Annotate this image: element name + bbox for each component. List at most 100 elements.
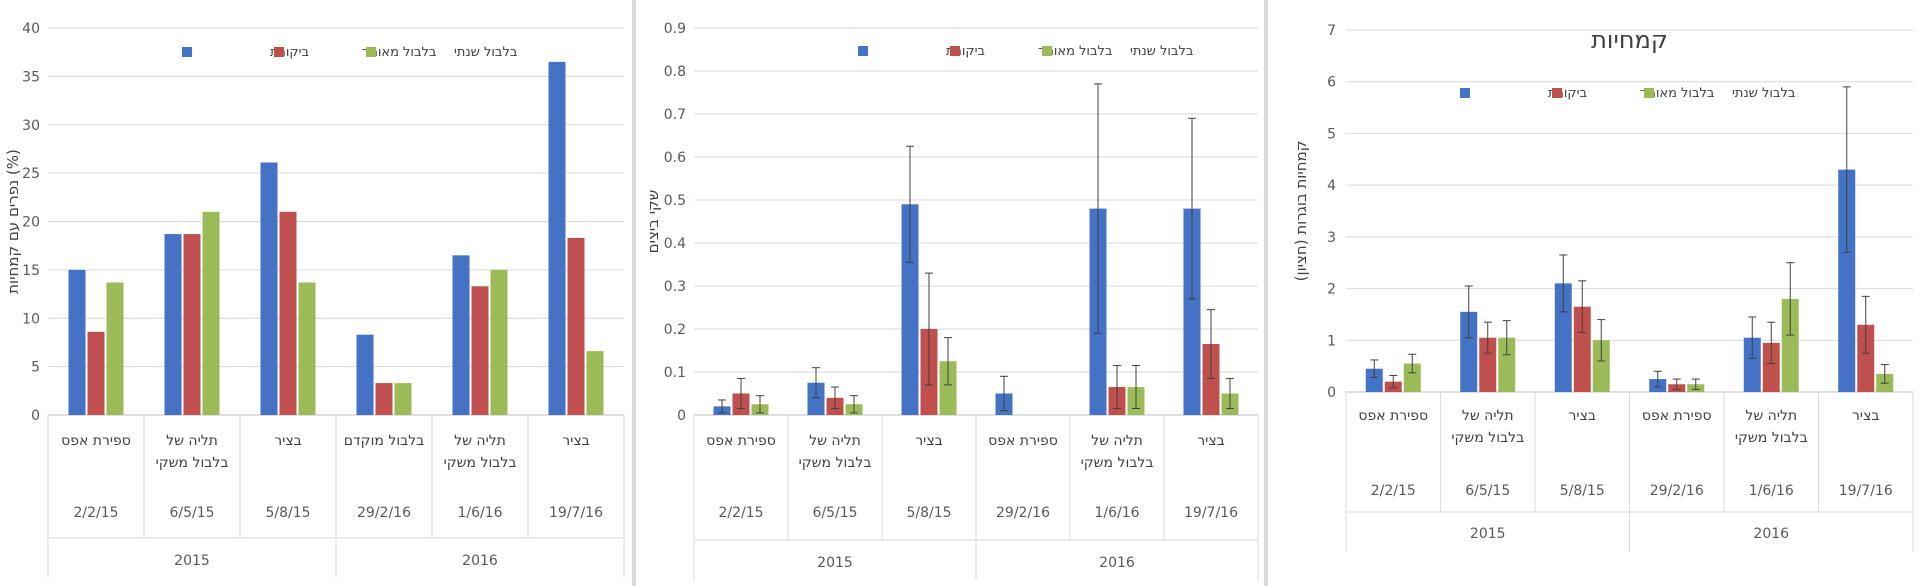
category-label: בציר: [274, 433, 301, 449]
chart-panel-1: 0 5 10 15 20 25 30 35 40 נפרים עם קמחיות (%) ביקור…: [0, 0, 632, 586]
bar: [1838, 169, 1856, 392]
y-tick-label: 35: [22, 69, 40, 85]
y-tick-label: 2: [1327, 282, 1336, 298]
bar: [452, 255, 470, 415]
legend-swatch: [1460, 88, 1470, 98]
bar: [1743, 337, 1761, 392]
y-tick-label: 1: [1327, 333, 1336, 349]
y-tick-label: 7: [1327, 23, 1336, 39]
category-label-line: בלבול משקי: [156, 455, 229, 471]
y-tick-label: 0.2: [664, 322, 686, 338]
bar: [1365, 368, 1383, 392]
y-tick-label: 0.3: [664, 279, 686, 295]
y-tick-label: 5: [31, 360, 40, 376]
date-label: 2/2/15: [718, 505, 763, 521]
bar: [1202, 344, 1220, 415]
date-label: 29/2/16: [357, 505, 411, 521]
date-label: 29/2/16: [996, 505, 1050, 521]
y-tick-label: 6: [1327, 75, 1336, 91]
bar: [1498, 337, 1516, 392]
category-label: ספירת אפס: [706, 433, 776, 449]
bar: [939, 361, 957, 415]
bar: [68, 269, 86, 415]
y-tick-label: 0: [31, 408, 40, 424]
y-tick-label: 0.4: [664, 236, 686, 252]
year-label: 2016: [1099, 555, 1135, 571]
bar: [1857, 324, 1875, 392]
date-label: 5/8/15: [906, 505, 951, 521]
bar: [471, 286, 489, 415]
date-label: 2/2/15: [1371, 483, 1416, 499]
date-label: 1/6/16: [457, 505, 502, 521]
legend-swatch: [1552, 88, 1562, 98]
category-label: בציר: [1197, 433, 1224, 449]
bar: [1573, 306, 1591, 392]
date-label: 5/8/15: [265, 505, 310, 521]
y-tick-label: 15: [22, 263, 40, 279]
bar: [164, 234, 182, 415]
category-label: ספירת אפס: [61, 433, 131, 449]
legend-label: בלבול שנתי: [1130, 44, 1193, 59]
y-tick-label: 0: [677, 408, 686, 424]
category-label: תליה של בלבול משקי: [1081, 433, 1154, 471]
bar: [394, 383, 412, 415]
legend-label: בלבול מאוחר: [362, 45, 436, 60]
category-label: בציר: [915, 433, 942, 449]
date-label: 5/8/15: [1560, 483, 1605, 499]
date-label: 1/6/16: [1749, 483, 1794, 499]
panel-divider: [632, 0, 636, 586]
category-label: ספירת אפס: [988, 433, 1058, 449]
bar: [298, 282, 316, 415]
bar: [202, 211, 220, 415]
y-tick-label: 30: [22, 118, 40, 134]
date-label: 6/5/15: [812, 505, 857, 521]
y-tick-label: 3: [1327, 230, 1336, 246]
bar: [375, 383, 393, 415]
panel-divider: [1264, 0, 1268, 586]
category-label-line: בלבול משקי: [799, 455, 872, 471]
bar: [567, 237, 585, 415]
year-label: 2016: [462, 553, 498, 569]
category-label: ספירת אפס: [1358, 408, 1428, 424]
category-label: בציר: [1569, 408, 1596, 424]
year-label: 2016: [1753, 526, 1789, 542]
y-axis-label: נפרים עם קמחיות (%): [4, 149, 22, 294]
date-label: 2/2/15: [73, 505, 118, 521]
category-label-line: בלבול משקי: [1735, 430, 1808, 446]
category-label: תליה של בלבול משקי: [1451, 408, 1524, 446]
chart-panel-3: 0 1 2 3 4 5 6 7 קמחיות בוגרות (חציון) קמחיות ביקור…: [1268, 0, 1920, 586]
bar: [1403, 363, 1421, 392]
legend-swatch: [950, 46, 960, 56]
y-tick-label: 4: [1327, 178, 1336, 194]
y-tick-label: 40: [22, 21, 40, 37]
bar: [279, 211, 297, 415]
y-tick-label: 20: [22, 215, 40, 231]
y-tick-label: 0.7: [664, 107, 686, 123]
year-label: 2015: [1470, 526, 1506, 542]
y-tick-label: 5: [1327, 126, 1336, 142]
y-tick-label: 0.1: [664, 365, 686, 381]
date-label: 19/7/16: [549, 505, 603, 521]
category-label-line: תליה של: [166, 433, 218, 449]
category-label-line: תליה של: [1745, 408, 1797, 424]
bar: [586, 351, 604, 415]
chart-title: קמחיות: [1591, 26, 1668, 54]
legend-swatch: [1042, 46, 1052, 56]
date-label: 19/7/16: [1184, 505, 1238, 521]
legend-swatch: [366, 47, 376, 57]
y-tick-label: 0.5: [664, 193, 686, 209]
chart-panel-2: 0 0.1 0.2 0.3 0.4 0.5 0.6 0.7 0.8 0.9 שקי ביצים ביק…: [636, 0, 1264, 586]
legend-label: בלבול מאוחר: [1038, 44, 1112, 59]
category-label-line: תליה של: [809, 433, 861, 449]
year-label: 2015: [817, 555, 853, 571]
category-label-line: בלבול משקי: [1081, 455, 1154, 471]
bar: [1479, 337, 1497, 392]
bar: [87, 331, 105, 415]
date-label: 1/6/16: [1094, 505, 1139, 521]
y-tick-label: 0.9: [664, 21, 686, 37]
category-label-line: בלבול משקי: [444, 455, 517, 471]
bar: [356, 334, 374, 415]
legend-label: בלבול שנתי: [1732, 86, 1795, 101]
bar: [901, 204, 919, 415]
